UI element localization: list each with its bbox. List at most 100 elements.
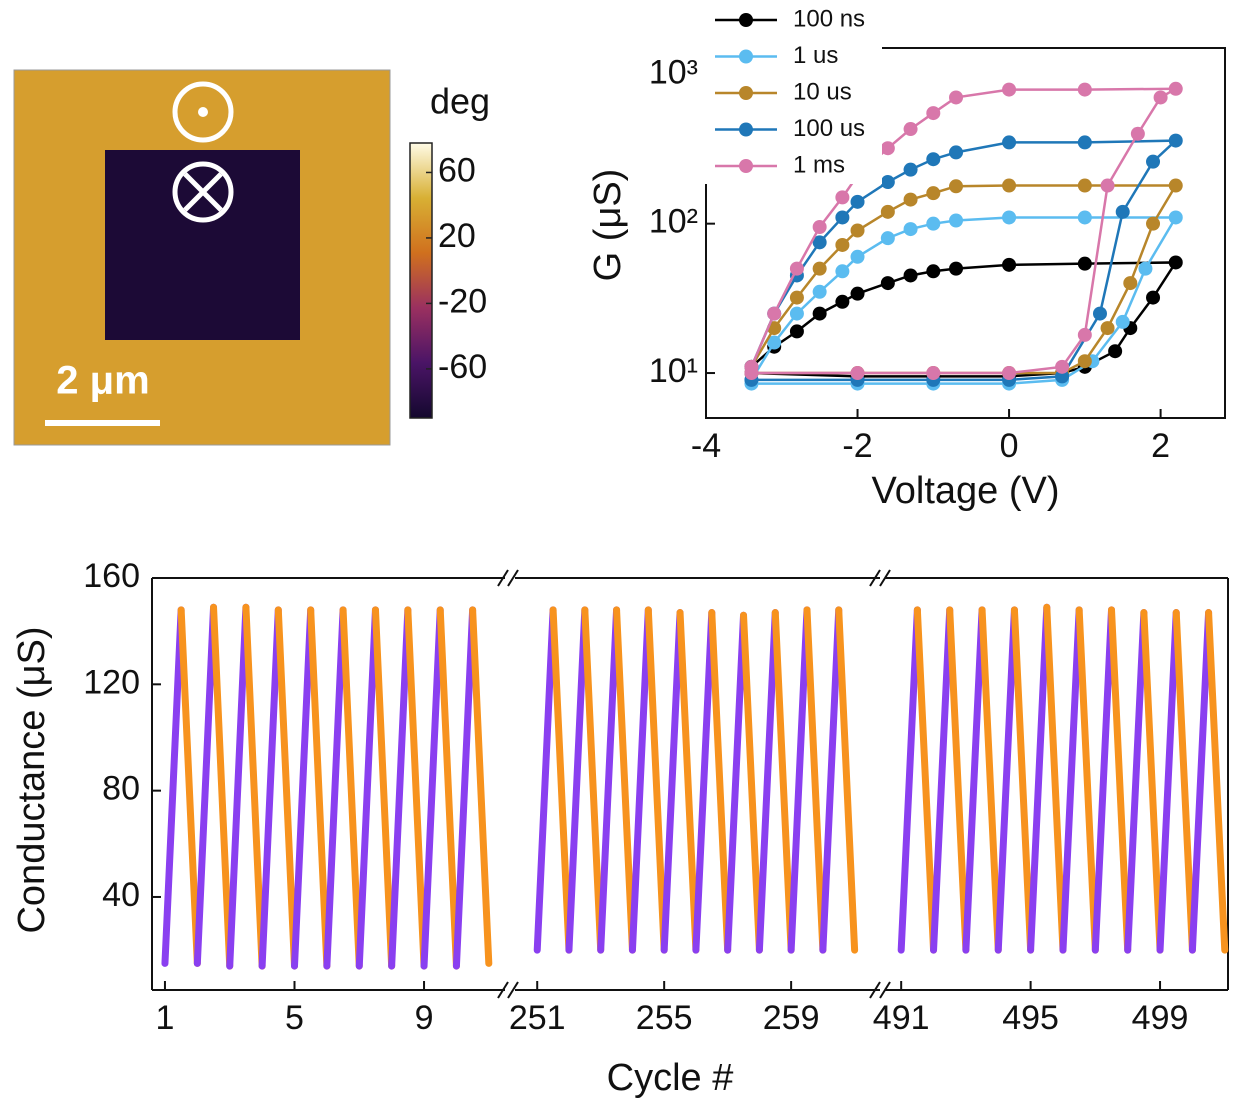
potentiation-trace	[165, 610, 181, 964]
depression-trace	[807, 610, 823, 950]
legend-marker	[739, 159, 753, 173]
y-tick-label: 80	[102, 770, 140, 808]
y-tick-label: 10³	[649, 53, 698, 91]
series-marker	[1131, 127, 1145, 141]
series-marker	[1078, 135, 1092, 149]
series-marker	[1116, 205, 1130, 219]
colorbar-label: deg	[430, 81, 490, 122]
series-marker	[790, 324, 804, 338]
potentiation-trace	[664, 613, 680, 951]
series-marker	[1078, 354, 1092, 368]
depression-trace	[1079, 610, 1095, 950]
potentiation-trace	[1128, 613, 1144, 951]
series-marker	[926, 106, 940, 120]
x-tick-label: 1	[155, 999, 174, 1037]
depression-trace	[775, 613, 791, 951]
legend-label: 1 us	[793, 42, 838, 69]
series-marker	[790, 291, 804, 305]
x-tick-label: 491	[873, 999, 930, 1037]
series-marker	[904, 222, 918, 236]
y-tick-label: 10¹	[649, 352, 698, 390]
polarization-out-dot	[198, 107, 208, 117]
series-marker	[835, 238, 849, 252]
depression-trace	[1144, 613, 1160, 951]
series-marker	[813, 307, 827, 321]
potentiation-trace	[456, 610, 472, 966]
potentiation-trace	[934, 610, 950, 950]
series-marker	[851, 250, 865, 264]
series-marker	[1138, 262, 1152, 276]
potentiation-trace	[791, 610, 807, 950]
depression-trace	[950, 610, 966, 950]
y-tick-label: 120	[83, 663, 140, 701]
series-marker	[926, 152, 940, 166]
series-marker	[835, 295, 849, 309]
series-marker	[767, 307, 781, 321]
x-tick-label: 251	[509, 999, 566, 1037]
potentiation-trace	[1063, 610, 1079, 950]
x-tick-label: 255	[636, 999, 693, 1037]
series-marker	[1146, 155, 1160, 169]
depression-trace	[278, 610, 294, 966]
series-marker	[926, 366, 940, 380]
series-marker	[1002, 258, 1016, 272]
x-tick-label: 259	[763, 999, 820, 1037]
depression-trace	[680, 613, 696, 951]
series-marker	[1146, 217, 1160, 231]
series-marker	[1154, 90, 1168, 104]
depression-trace	[473, 610, 489, 964]
series-marker	[851, 224, 865, 238]
depression-trace	[214, 607, 230, 966]
series-marker	[851, 287, 865, 301]
potentiation-trace	[392, 610, 408, 966]
series-marker	[1146, 291, 1160, 305]
depression-trace	[917, 610, 933, 950]
potentiation-trace	[601, 610, 617, 950]
series-marker	[835, 190, 849, 204]
y-tick-label: 160	[83, 557, 140, 595]
y-tick-label: 10²	[649, 203, 698, 241]
colorbar-tick-label: -20	[438, 282, 487, 320]
colorbar-tick-label: -60	[438, 348, 487, 386]
potentiation-trace	[327, 610, 343, 966]
x-tick-label: 499	[1132, 999, 1189, 1037]
series-marker	[1078, 179, 1092, 193]
colorbar	[410, 143, 432, 418]
series-marker	[1169, 255, 1183, 269]
potentiation-trace	[696, 613, 712, 951]
series-marker	[790, 307, 804, 321]
potentiation-trace	[966, 610, 982, 950]
legend-marker	[739, 123, 753, 137]
series-marker	[835, 210, 849, 224]
series-marker	[1002, 210, 1016, 224]
series-marker	[949, 214, 963, 228]
series-marker	[904, 122, 918, 136]
depression-trace	[648, 610, 664, 950]
series-marker	[835, 264, 849, 278]
series-marker	[881, 175, 895, 189]
potentiation-trace	[294, 610, 310, 966]
series-marker	[1002, 135, 1016, 149]
depression-trace	[744, 615, 760, 950]
potentiation-trace	[1192, 613, 1208, 951]
potentiation-trace	[823, 610, 839, 950]
legend-label: 10 us	[793, 78, 852, 105]
series-marker	[1169, 210, 1183, 224]
series-marker	[1108, 344, 1122, 358]
series-marker	[1101, 179, 1115, 193]
depression-trace	[1112, 610, 1128, 950]
series-marker	[1078, 328, 1092, 342]
series-marker	[1078, 210, 1092, 224]
series-marker	[881, 231, 895, 245]
potentiation-trace	[569, 610, 585, 950]
potentiation-trace	[359, 610, 375, 966]
depression-trace	[982, 610, 998, 950]
series-marker	[881, 276, 895, 290]
series-marker	[881, 205, 895, 219]
legend-label: 100 us	[793, 115, 865, 142]
series-marker	[813, 220, 827, 234]
x-tick-label: 0	[1000, 427, 1019, 465]
x-tick-label: 5	[285, 999, 304, 1037]
potentiation-trace	[197, 607, 213, 963]
x-tick-label: 495	[1002, 999, 1059, 1037]
